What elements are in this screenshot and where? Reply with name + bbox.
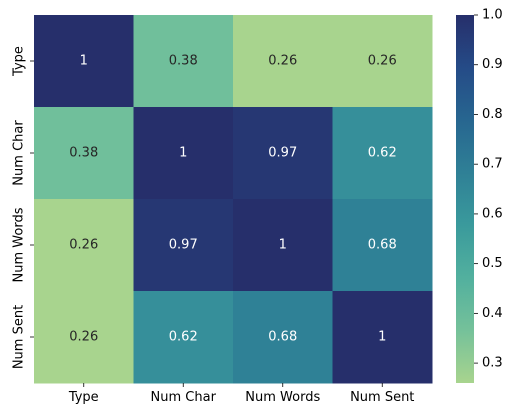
x-tick-label: Num Sent [350,390,414,405]
cell-value-label: 1 [179,146,187,161]
colorbar-tick-label: 0.7 [482,157,503,172]
colorbar-tick-label: 0.9 [482,57,503,72]
cell-value-label: 0.38 [69,146,98,161]
heatmap-cell-r2-c3 [332,199,433,292]
heatmap-cell-labels: 1 0.38 0.26 0.26 0.38 1 0.97 0.62 0.26 0.97 1 0.68 0… [69,54,396,345]
y-tick-label: Num Words [12,207,27,282]
heatmap-cell-r1-c1 [133,107,234,200]
y-tick-label: Num Sent [12,305,27,369]
x-tick-label: Num Char [151,390,217,405]
cell-value-label: 1 [279,238,287,253]
cell-value-label: 1 [80,54,88,69]
heatmap-cell-r1-c2 [233,107,333,200]
colorbar-tick-label: 0.6 [482,206,503,221]
heatmap-cell-r3-c3 [332,291,433,384]
cell-value-label: 0.97 [169,238,198,253]
heatmap-cells [34,15,433,384]
heatmap-cell-r2-c1 [133,199,234,292]
heatmap-cell-r2-c2 [233,199,333,292]
cell-value-label: 0.97 [268,146,297,161]
colorbar-tick-label: 0.3 [482,356,503,371]
y-tick-label: Num Char [12,120,27,186]
colorbar: 0.3 0.4 0.5 0.6 0.7 0.8 0.9 1.0 [456,8,503,383]
heatmap-cell-r3-c1 [133,291,234,384]
cell-value-label: 0.26 [368,54,397,69]
heatmap-cell-r2-c0 [34,199,134,292]
y-axis: Type Num Char Num Words Num Sent [12,46,34,369]
colorbar-gradient [456,15,474,383]
cell-value-label: 0.26 [268,54,297,69]
y-tick-label: Type [12,46,27,77]
colorbar-tick-label: 0.5 [482,256,503,271]
heatmap-cell-r1-c3 [332,107,433,200]
colorbar-tick-label: 0.4 [482,306,503,321]
cell-value-label: 0.26 [69,238,98,253]
heatmap-cell-r0-c1 [133,15,234,108]
heatmap-cell-r3-c0 [34,291,134,384]
heatmap-cell-r0-c2 [233,15,333,108]
cell-value-label: 0.38 [169,54,198,69]
heatmap-cell-r1-c0 [34,107,134,200]
cell-value-label: 0.62 [368,146,397,161]
cell-value-label: 1 [378,330,386,345]
cell-value-label: 0.68 [268,330,297,345]
x-axis: Type Num Char Num Words Num Sent [68,383,414,405]
colorbar-tick-label: 0.8 [482,107,503,122]
heatmap-cell-r0-c0 [34,15,134,108]
heatmap-cell-r0-c3 [332,15,433,108]
x-tick-label: Num Words [245,390,320,405]
cell-value-label: 0.68 [368,238,397,253]
heatmap-cell-r3-c2 [233,291,333,384]
cell-value-label: 0.26 [69,330,98,345]
x-tick-label: Type [68,390,99,405]
colorbar-tick-label: 1.0 [482,8,503,23]
cell-value-label: 0.62 [169,330,198,345]
